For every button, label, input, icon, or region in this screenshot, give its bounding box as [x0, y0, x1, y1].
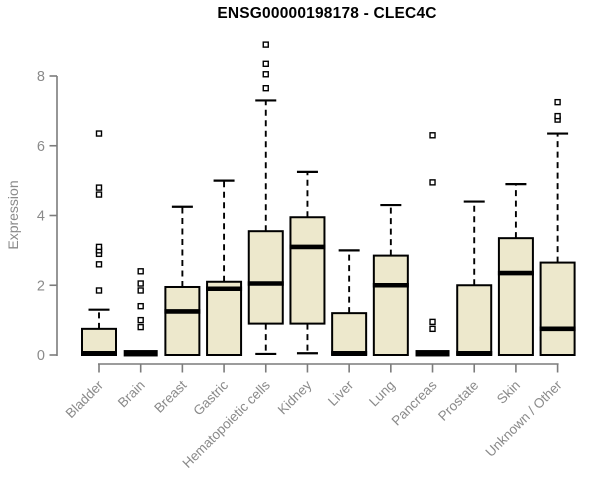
outlier-bladder	[95, 261, 103, 268]
y-tick-label: 0	[37, 348, 45, 364]
outlier-brain	[137, 323, 144, 331]
box-bladder	[81, 327, 117, 356]
outlier-bladder	[95, 130, 103, 137]
outlier-brain	[137, 268, 144, 275]
box-skin	[497, 237, 534, 356]
box-kidney	[289, 216, 326, 325]
x-label-breast: Breast	[151, 377, 189, 415]
x-label-lung: Lung	[366, 378, 398, 410]
outlier-bladder	[95, 191, 103, 198]
box-pancreas	[415, 350, 450, 357]
x-label-brain: Brain	[115, 378, 148, 411]
outlier-unknown-other	[554, 112, 561, 120]
box-lung	[372, 254, 409, 356]
y-tick-label: 8	[37, 69, 45, 85]
outlier-brain	[137, 316, 144, 324]
x-label-gastric: Gastric	[190, 377, 231, 418]
box-breast	[164, 285, 201, 356]
x-label-unknown-other: Unknown / Other	[482, 377, 565, 460]
outlier-pancreas	[429, 318, 436, 326]
x-label-kidney: Kidney	[275, 377, 315, 417]
x-label-bladder: Bladder	[63, 377, 107, 421]
y-tick-label: 6	[37, 139, 45, 155]
outlier-pancreas	[429, 132, 436, 139]
outlier-unknown-other	[554, 98, 561, 106]
box-gastric	[206, 280, 243, 357]
chart-title: ENSG00000198178 - CLEC4C	[217, 5, 437, 22]
outlier-hematopoietic-cells	[262, 85, 269, 92]
box-brain	[123, 350, 158, 357]
box-hematopoietic-cells	[247, 230, 284, 325]
box-unknown-other	[539, 261, 576, 356]
outlier-hematopoietic-cells	[262, 71, 269, 78]
outlier-brain	[137, 287, 144, 294]
y-tick-label: 2	[37, 278, 45, 294]
outlier-hematopoietic-cells	[262, 41, 269, 48]
outlier-hematopoietic-cells	[262, 60, 269, 67]
x-label-liver: Liver	[325, 377, 357, 409]
y-tick-label: 4	[37, 209, 45, 225]
outlier-bladder	[95, 287, 103, 294]
outlier-pancreas	[429, 179, 436, 186]
outlier-pancreas	[429, 325, 436, 333]
outlier-bladder	[95, 243, 103, 251]
box-prostate	[456, 284, 493, 356]
y-axis-title: Expression	[5, 180, 21, 250]
x-label-pancreas: Pancreas	[389, 377, 440, 428]
x-label-prostate: Prostate	[435, 378, 481, 424]
outlier-brain	[137, 302, 144, 310]
outlier-bladder	[95, 184, 103, 191]
box-liver	[331, 312, 368, 356]
x-label-skin: Skin	[494, 378, 523, 407]
outlier-brain	[137, 280, 144, 287]
